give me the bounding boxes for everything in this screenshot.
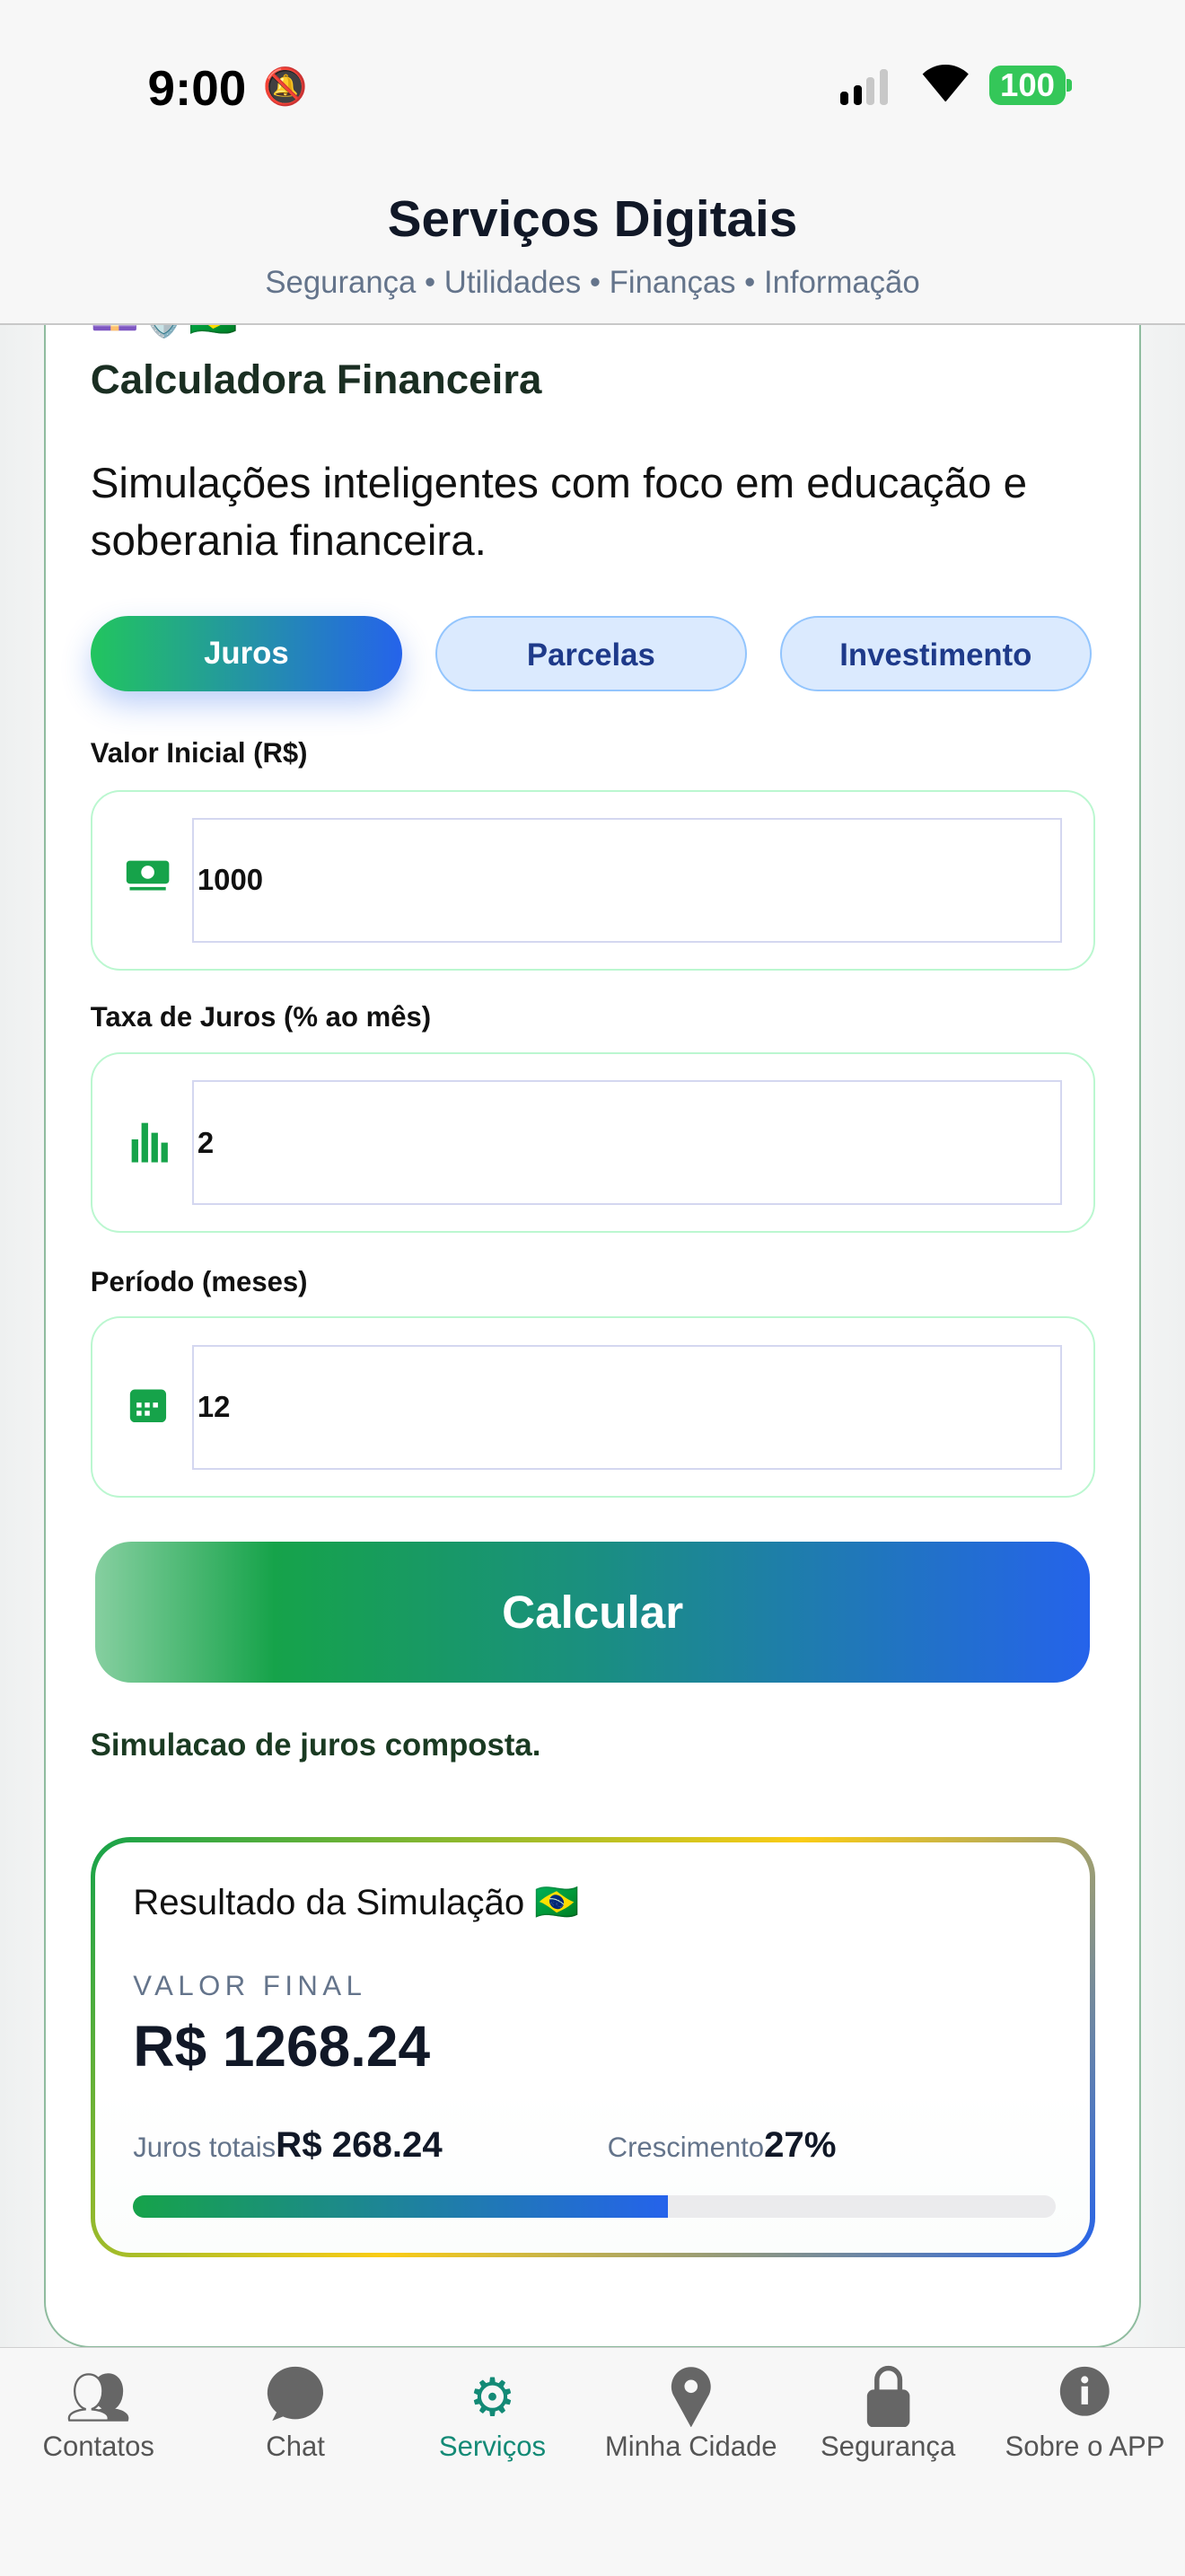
period-input[interactable] (192, 1344, 1063, 1470)
interest-rate-label: Taxa de Juros (% ao mês) (90, 1001, 432, 1033)
period-field (90, 1316, 1095, 1498)
battery-indicator: 100 (989, 66, 1072, 105)
result-panel: Resultado da Simulação 🇧🇷 VALOR FINAL R$… (90, 1837, 1095, 2258)
total-interest: Juros totaisR$ 268.24 (133, 2124, 443, 2166)
card-description: Simulações inteligentes com foco em educ… (90, 459, 1027, 565)
gear-icon: ⚙︎ (469, 2368, 516, 2427)
card-emoji-icons: 💷🛡️🇧🇷 (91, 325, 238, 340)
nav-label: Chat (266, 2430, 325, 2462)
interest-rate-field (90, 1052, 1095, 1234)
total-interest-label: Juros totais (133, 2131, 276, 2163)
bell-slash-icon: 🔕 (262, 66, 308, 108)
bar-chart-icon (125, 1120, 171, 1165)
contacts-icon: 👥︎ (65, 2368, 132, 2427)
nav-label: Sobre o APP (1005, 2430, 1165, 2462)
nav-contatos[interactable]: 👥︎ Contatos (0, 2365, 197, 2463)
divider (0, 323, 1185, 325)
page-subtitle: Segurança • Utilidades • Finanças • Info… (265, 266, 920, 301)
initial-value-field (90, 789, 1095, 971)
growth: Crescimento27% (608, 2124, 837, 2166)
final-value-label: VALOR FINAL (133, 1970, 367, 2002)
period-label: Período (meses) (90, 1265, 308, 1297)
map-pin-icon (592, 2365, 789, 2431)
nav-servicos[interactable]: ⚙︎ Serviços (394, 2365, 591, 2463)
nav-label: Segurança (820, 2430, 956, 2462)
bottom-nav: 👥︎ Contatos Chat ⚙︎ Serviços Minha Cidade … (0, 2347, 1185, 2576)
tab-parcelas[interactable]: Parcelas (434, 615, 748, 691)
lock-icon (789, 2365, 986, 2431)
money-icon (125, 857, 171, 903)
growth-progress-bar (133, 2194, 1056, 2219)
growth-label: Crescimento (607, 2131, 765, 2163)
calculate-button[interactable]: Calcular (95, 1541, 1091, 1684)
scroll-content[interactable]: 💷🛡️🇧🇷 Calculadora Financeira Simulações … (0, 325, 1185, 2348)
result-title: Resultado da Simulação 🇧🇷 (133, 1882, 580, 1923)
nav-chat[interactable]: Chat (197, 2365, 393, 2463)
info-icon (987, 2365, 1183, 2431)
interest-rate-input[interactable] (192, 1080, 1063, 1206)
page-title: Serviços Digitais (387, 191, 798, 249)
initial-value-label: Valor Inicial (R$) (90, 737, 308, 769)
growth-value: 27% (764, 2123, 837, 2165)
signal-icon (840, 68, 889, 105)
nav-label: Minha Cidade (604, 2430, 777, 2462)
chat-icon (197, 2365, 393, 2431)
status-time: 9:00 (147, 59, 247, 116)
nav-seguranca[interactable]: Segurança (789, 2365, 986, 2463)
wifi-icon (919, 59, 972, 113)
simulation-note: Simulacao de juros composta. (90, 1728, 541, 1763)
initial-value-input[interactable] (192, 817, 1063, 943)
tab-juros[interactable]: Juros (90, 615, 403, 691)
total-interest-value: R$ 268.24 (276, 2123, 443, 2165)
card-title: Calculadora Financeira (90, 356, 542, 402)
nav-label: Contatos (42, 2430, 154, 2462)
nav-minha-cidade[interactable]: Minha Cidade (592, 2365, 789, 2463)
nav-sobre[interactable]: Sobre o APP (987, 2365, 1183, 2463)
calendar-icon (125, 1385, 171, 1430)
final-value: R$ 1268.24 (133, 2013, 431, 2079)
progress-fill (133, 2194, 669, 2219)
calculator-card: 💷🛡️🇧🇷 Calculadora Financeira Simulações … (44, 325, 1141, 2348)
nav-label: Serviços (438, 2430, 547, 2462)
tab-investimento[interactable]: Investimento (779, 615, 1092, 691)
